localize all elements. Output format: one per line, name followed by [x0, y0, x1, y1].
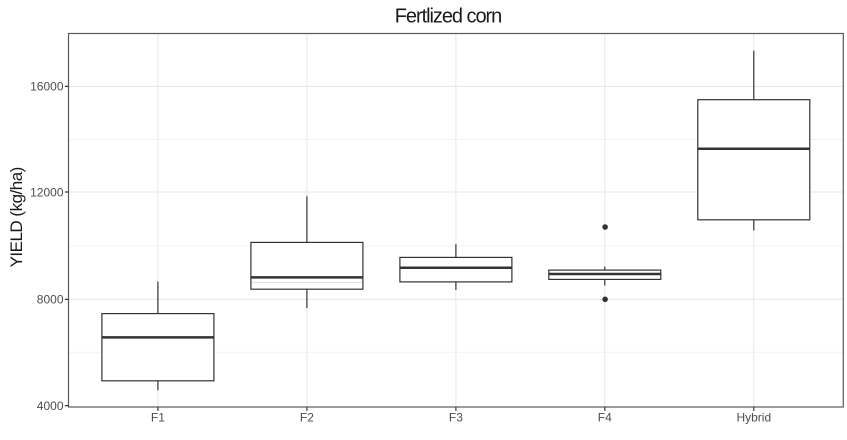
svg-text:F1: F1 [151, 411, 165, 425]
svg-text:Fertlized corn: Fertlized corn [395, 5, 501, 27]
svg-text:12000: 12000 [30, 185, 64, 199]
svg-text:YIELD (kg/ha): YIELD (kg/ha) [7, 167, 26, 267]
svg-text:4000: 4000 [37, 399, 64, 413]
svg-text:F3: F3 [449, 411, 463, 425]
svg-text:F2: F2 [300, 411, 314, 425]
svg-text:Hybrid: Hybrid [736, 411, 771, 425]
svg-text:16000: 16000 [30, 80, 64, 94]
svg-text:F4: F4 [598, 411, 612, 425]
svg-text:8000: 8000 [37, 293, 64, 307]
